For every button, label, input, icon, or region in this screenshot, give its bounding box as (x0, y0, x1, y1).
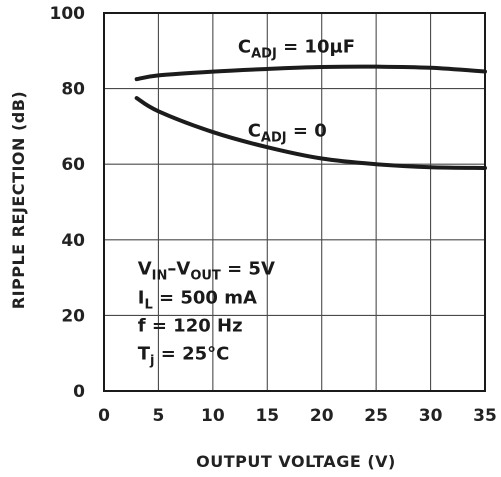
annotations: CADJ = 10µF CADJ = 0 VIN–VOUT = 5V IL = 500… (138, 37, 355, 369)
y-tick-label: 60 (61, 155, 85, 175)
y-tick-label: 100 (50, 4, 86, 24)
curves (134, 64, 487, 170)
x-tick-label: 15 (255, 406, 279, 426)
condition-line-3: f = 120 Hz (138, 316, 243, 337)
curve-label-2: CADJ = 0 (248, 121, 327, 146)
x-tick-label: 25 (364, 406, 388, 426)
plot-frame (103, 12, 486, 392)
x-tick-label: 35 (473, 406, 497, 426)
y-axis-label: RIPPLE REJECTION (dB) (9, 91, 28, 310)
x-tick-label: 20 (310, 406, 334, 426)
y-tick-label: 0 (73, 382, 85, 402)
series-line-1 (134, 64, 487, 82)
x-axis-label: OUTPUT VOLTAGE (V) (196, 452, 396, 471)
tick-labels: 0 5 10 15 20 25 30 35 0 20 40 60 80 100 (50, 4, 497, 426)
x-tick-label: 0 (98, 406, 110, 426)
condition-line-2: IL = 500 mA (138, 287, 257, 312)
curve-label-1: CADJ = 10µF (238, 37, 355, 62)
y-tick-label: 80 (61, 80, 85, 100)
y-tick-label: 40 (61, 231, 85, 251)
x-tick-label: 10 (201, 406, 225, 426)
condition-line-1: VIN–VOUT = 5V (138, 259, 275, 284)
condition-line-4: Tj = 25°C (138, 344, 230, 369)
plot-border (103, 12, 486, 392)
series-line-2 (134, 96, 487, 170)
x-tick-label: 30 (419, 406, 443, 426)
x-tick-label: 5 (153, 406, 165, 426)
y-tick-label: 20 (61, 306, 85, 326)
